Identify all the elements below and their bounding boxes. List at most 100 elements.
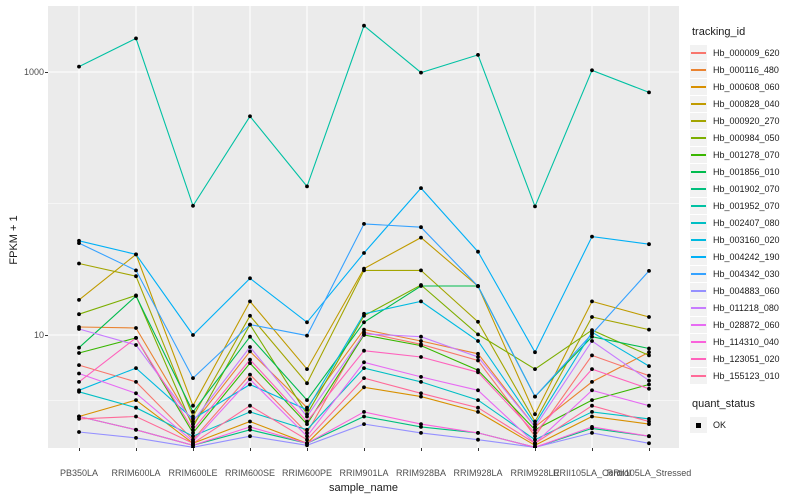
chart-canvas: [48, 6, 679, 448]
data-point: [476, 339, 480, 343]
legend-key-swatch: [690, 265, 707, 282]
data-point: [191, 431, 195, 435]
data-point: [305, 414, 309, 419]
data-point: [77, 363, 81, 367]
data-point: [305, 320, 309, 325]
data-point: [134, 326, 138, 330]
x-tick-label-RRII105LA_Control: RRII105LA_Control: [552, 468, 632, 478]
data-point: [533, 425, 537, 429]
data-point: [590, 299, 594, 304]
data-point: [419, 235, 423, 240]
data-point: [476, 319, 480, 324]
data-point: [590, 414, 594, 419]
data-point: [476, 388, 480, 393]
data-point: [305, 333, 309, 338]
legend-entry-label: Hb_004883_060: [713, 285, 780, 296]
legend-key-swatch: [690, 282, 707, 299]
legend-entry-Hb_114310_040: Hb_114310_040: [690, 333, 798, 350]
data-point: [476, 410, 480, 414]
x-tick-label-RRIM928BA: RRIM928BA: [395, 468, 447, 478]
data-point: [305, 437, 309, 442]
data-point: [533, 412, 537, 417]
data-point: [134, 427, 138, 432]
data-point: [647, 386, 651, 391]
x-tick-label-RRIM928LA: RRIM928LA: [453, 468, 503, 478]
data-point: [476, 431, 480, 435]
legend-quant-status: quant_status OK: [690, 398, 798, 433]
data-point: [191, 419, 195, 424]
data-point: [647, 422, 651, 426]
legend-entry-label: Hb_000009_620: [713, 47, 780, 58]
data-point: [191, 425, 195, 429]
legend-entry-label: Hb_004242_190: [713, 251, 780, 262]
data-point: [533, 350, 537, 355]
legend-entry-label: Hb_123051_020: [713, 353, 780, 364]
data-point: [590, 410, 594, 414]
data-point: [533, 445, 537, 448]
data-point: [362, 385, 366, 390]
data-point: [647, 364, 651, 368]
data-point: [419, 375, 423, 379]
data-point: [419, 225, 423, 230]
data-point: [419, 391, 423, 396]
x-tick-mark: [79, 448, 80, 451]
data-point: [419, 339, 423, 343]
y-tick-label: 1000: [23, 67, 44, 77]
x-tick-label-RRIM928LE: RRIM928LE: [510, 468, 560, 478]
y-tick-label: 10: [33, 330, 44, 340]
legend-entry-label: Hb_000920_270: [713, 115, 780, 126]
data-point: [191, 441, 195, 446]
data-point: [476, 332, 480, 337]
data-point: [362, 222, 366, 226]
data-point: [134, 391, 138, 396]
legend-key-swatch: [690, 316, 707, 333]
data-point: [362, 376, 366, 380]
data-point: [191, 203, 195, 208]
legend-key-swatch: [690, 180, 707, 197]
data-point: [191, 434, 195, 439]
data-point: [134, 414, 138, 419]
data-point: [533, 437, 537, 442]
legend-entry-Hb_000608_060: Hb_000608_060: [690, 78, 798, 95]
data-point: [134, 398, 138, 402]
x-tick-label-RRII105LA_Stressed: RRII105LA_Stressed: [606, 468, 692, 478]
legend: tracking_id Hb_000009_620 Hb_000116_480 Hb…: [690, 26, 798, 433]
data-point: [77, 380, 81, 384]
legend-entry-Hb_011218_080: Hb_011218_080: [690, 299, 798, 316]
legend-entry-label: OK: [713, 419, 727, 430]
legend-entry-ok: OK: [690, 416, 798, 433]
data-point: [77, 298, 81, 302]
legend-key-swatch: [690, 214, 707, 231]
x-axis-title: sample_name: [328, 482, 399, 494]
data-point: [362, 268, 366, 273]
legend-entry-Hb_001856_010: Hb_001856_010: [690, 163, 798, 180]
legend-entry-Hb_004342_030: Hb_004342_030: [690, 265, 798, 282]
x-tick-mark: [592, 448, 593, 451]
data-point: [305, 367, 309, 371]
legend-entry-label: Hb_114310_040: [713, 336, 779, 347]
data-point: [419, 299, 423, 304]
legend-entry-Hb_028872_060: Hb_028872_060: [690, 316, 798, 333]
data-point: [476, 370, 480, 375]
legend-entry-Hb_155123_010: Hb_155123_010: [690, 367, 798, 384]
data-point: [590, 380, 594, 384]
data-point: [419, 380, 423, 384]
legend-entry-Hb_004883_060: Hb_004883_060: [690, 282, 798, 299]
legend-entry-Hb_003160_020: Hb_003160_020: [690, 231, 798, 248]
data-point: [362, 332, 366, 336]
data-point: [248, 322, 252, 327]
data-point: [191, 417, 195, 421]
data-point: [134, 366, 138, 370]
legend-key-swatch: [690, 163, 707, 180]
data-point: [533, 434, 537, 439]
legend-entry-label: Hb_002407_080: [713, 217, 780, 228]
legend-entry-Hb_000920_270: Hb_000920_270: [690, 112, 798, 129]
data-point: [647, 403, 651, 408]
legend-key-swatch: [690, 44, 707, 61]
data-point: [248, 361, 252, 366]
data-point: [362, 311, 366, 316]
legend-entry-label: Hb_004342_030: [713, 268, 780, 279]
data-point: [305, 431, 309, 435]
data-point: [362, 414, 366, 419]
data-point: [590, 68, 594, 73]
